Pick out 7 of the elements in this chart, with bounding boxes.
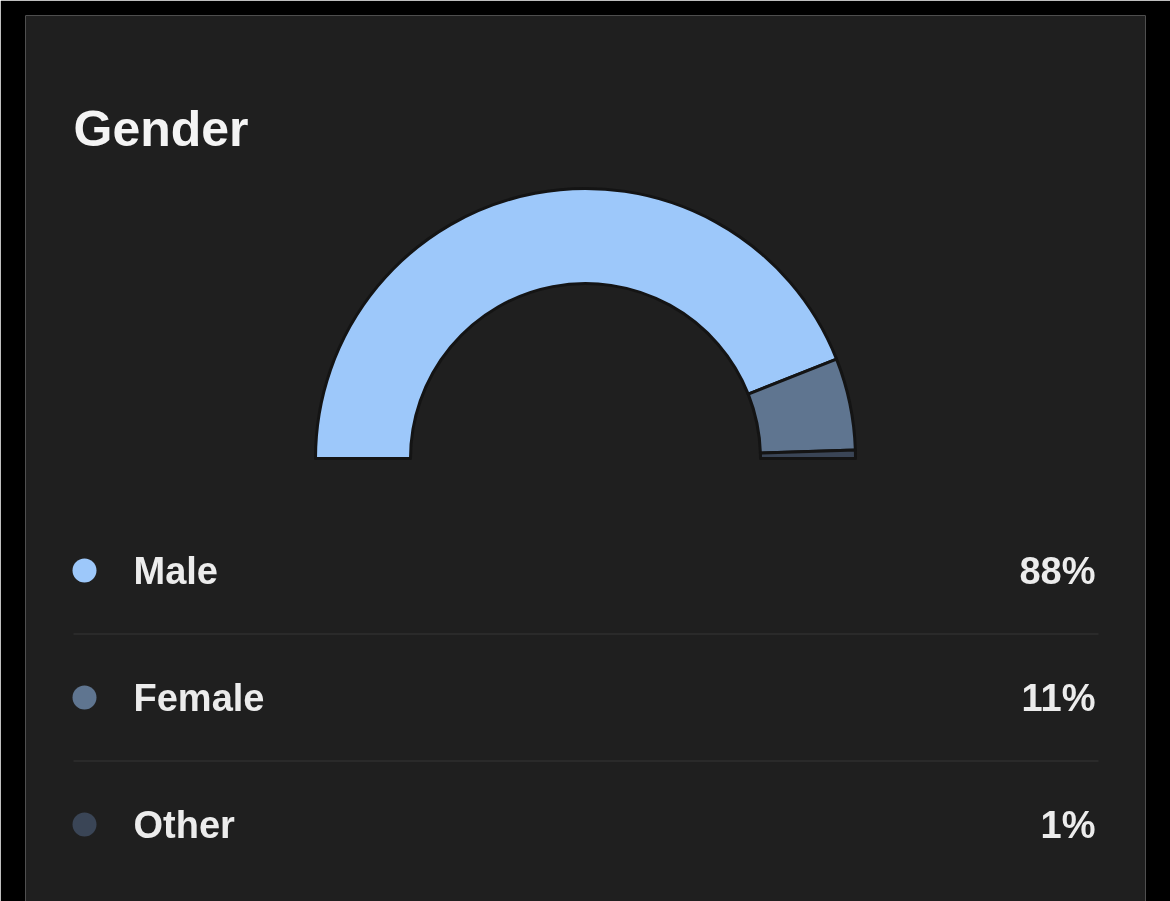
- data-label: 1%: [1040, 803, 1096, 846]
- legend-label: Other: [133, 803, 236, 846]
- data-label: 88%: [1019, 549, 1096, 592]
- legend-label: Male: [133, 549, 218, 592]
- chart-title: Gender: [73, 100, 249, 157]
- data-label: 11%: [1021, 676, 1096, 719]
- legend-label: Female: [133, 676, 265, 719]
